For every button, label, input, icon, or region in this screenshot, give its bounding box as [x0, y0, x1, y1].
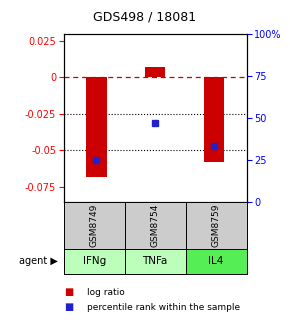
Text: agent ▶: agent ▶ — [19, 256, 58, 266]
Text: IFNg: IFNg — [83, 256, 106, 266]
Text: percentile rank within the sample: percentile rank within the sample — [87, 303, 240, 312]
Text: GDS498 / 18081: GDS498 / 18081 — [93, 10, 197, 24]
Text: IL4: IL4 — [208, 256, 224, 266]
Text: ■: ■ — [64, 287, 73, 297]
Text: TNFa: TNFa — [142, 256, 168, 266]
Text: GSM8759: GSM8759 — [211, 203, 221, 247]
Text: GSM8749: GSM8749 — [90, 203, 99, 247]
Bar — [86, 77, 106, 177]
Text: ■: ■ — [64, 302, 73, 312]
Bar — [204, 77, 224, 162]
Text: log ratio: log ratio — [87, 288, 125, 297]
Text: GSM8754: GSM8754 — [151, 203, 160, 247]
Bar — [145, 67, 166, 77]
